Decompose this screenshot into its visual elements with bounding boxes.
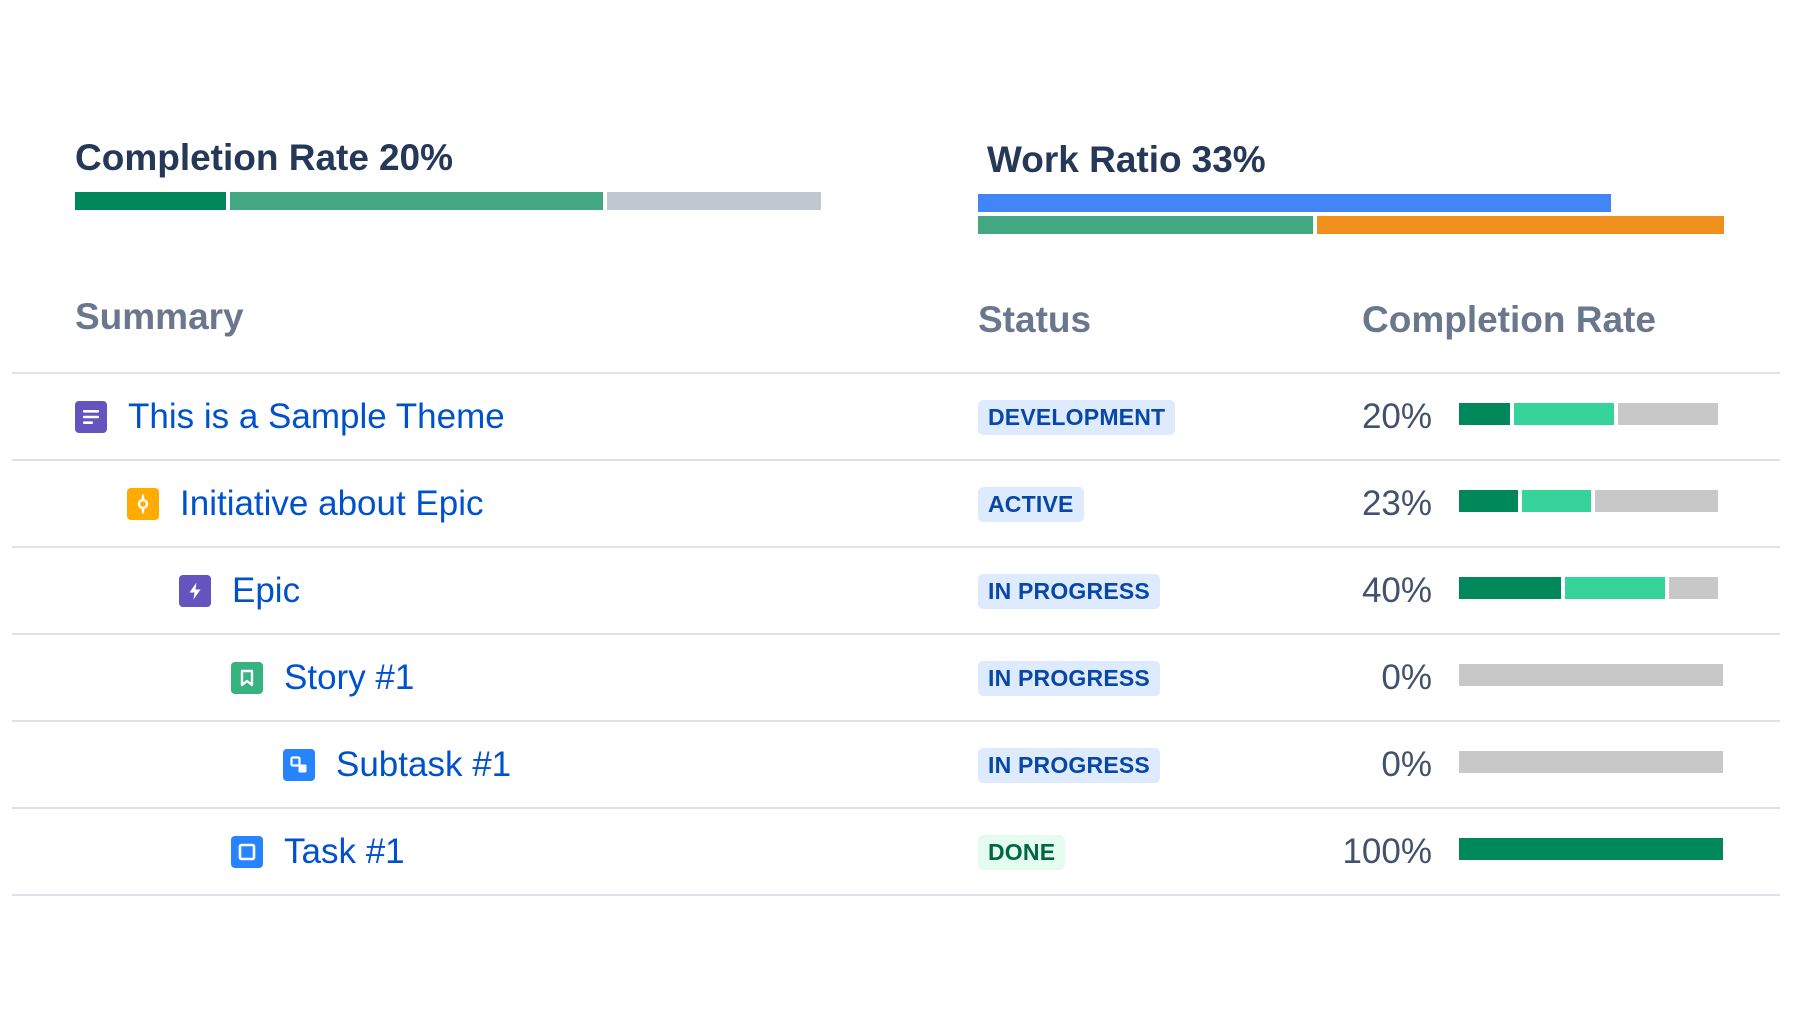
- column-header-status[interactable]: Status: [978, 299, 1092, 340]
- work-ratio-bar-blue: [978, 194, 1724, 212]
- task-icon: [231, 835, 263, 868]
- completion-rate-bar: [1459, 577, 1723, 599]
- table-row[interactable]: Epic IN PROGRESS 40%: [0, 547, 1796, 634]
- work-ratio-value: 33%: [1191, 139, 1266, 180]
- work-ratio-bar-split-segment-1: [1317, 216, 1724, 234]
- initiative-icon: [127, 487, 159, 520]
- table-row[interactable]: Task #1 DONE 100%: [0, 808, 1796, 895]
- row-completion-bar-segment-0: [1459, 403, 1511, 425]
- status-badge: IN PROGRESS: [978, 661, 1160, 696]
- row-completion-bar-segment-0: [1459, 664, 1723, 686]
- completion-rate-bar: [1459, 838, 1723, 860]
- table-row[interactable]: Story #1 IN PROGRESS 0%: [0, 634, 1796, 721]
- row-completion-bar-segment-1: [1514, 403, 1615, 425]
- issue-summary-cell: Story #1: [231, 634, 414, 721]
- theme-icon: [75, 400, 107, 433]
- work-ratio-title: Work Ratio 33%: [987, 138, 1266, 182]
- row-completion-bar-segment-2: [1594, 490, 1718, 512]
- column-header-summary[interactable]: Summary: [75, 296, 244, 337]
- completion-rate-summary: Completion Rate 20%: [75, 136, 453, 180]
- work-ratio-label: Work Ratio: [987, 139, 1182, 180]
- table-row[interactable]: This is a Sample Theme DEVELOPMENT 20%: [0, 373, 1796, 460]
- completion-rate-value: 0%: [1381, 658, 1432, 697]
- row-completion-bar-segment-0: [1459, 577, 1562, 599]
- row-completion-bar-segment-0: [1459, 838, 1723, 860]
- completion-rate-value: 23%: [1361, 484, 1432, 523]
- completion-rate-title: Completion Rate 20%: [75, 136, 453, 180]
- issue-summary-cell: Task #1: [231, 808, 405, 895]
- completion-rate-value: 0%: [1381, 745, 1432, 784]
- subtask-icon: [283, 748, 315, 781]
- row-completion-bar-segment-1: [1521, 490, 1591, 512]
- completion-rate-bar: [1459, 403, 1723, 425]
- completion-rate-bar: [75, 192, 821, 210]
- completion-rate-value: 40%: [1361, 571, 1432, 610]
- issue-title-link[interactable]: Epic: [232, 570, 301, 610]
- table-row[interactable]: Initiative about Epic ACTIVE 23%: [0, 460, 1796, 547]
- row-divider: [12, 807, 1780, 809]
- completion-rate-bar-segment-2: [606, 192, 821, 210]
- completion-rate-bar-segment-0: [75, 192, 226, 210]
- row-completion-bar-segment-2: [1618, 403, 1718, 425]
- issue-summary-cell: Epic: [179, 547, 300, 634]
- status-badge: IN PROGRESS: [978, 748, 1160, 783]
- column-header-completion-rate[interactable]: Completion Rate: [1362, 299, 1656, 340]
- table-row[interactable]: Subtask #1 IN PROGRESS 0%: [0, 721, 1796, 808]
- completion-rate-bar: [1459, 490, 1723, 512]
- work-ratio-bar-split: [978, 216, 1724, 234]
- row-completion-bar-segment-2: [1669, 577, 1718, 599]
- completion-rate-value: 100%: [1342, 832, 1432, 871]
- status-badge: IN PROGRESS: [978, 574, 1160, 609]
- completion-rate-bar: [1459, 751, 1723, 773]
- row-divider: [12, 720, 1780, 722]
- status-badge: DONE: [978, 835, 1066, 870]
- completion-rate-value: 20%: [378, 137, 454, 178]
- row-completion-bar-segment-0: [1459, 751, 1723, 773]
- epic-icon: [179, 574, 211, 607]
- row-divider: [12, 894, 1780, 896]
- issue-title-link[interactable]: Initiative about Epic: [180, 483, 484, 523]
- row-divider: [12, 459, 1780, 461]
- row-divider: [12, 372, 1780, 374]
- issue-title-link[interactable]: This is a Sample Theme: [128, 396, 505, 436]
- status-badge: DEVELOPMENT: [978, 400, 1176, 435]
- completion-rate-bar-segment-1: [229, 192, 603, 210]
- completion-rate-label: Completion Rate: [75, 137, 369, 178]
- work-ratio-bar-split-segment-0: [978, 216, 1314, 234]
- row-completion-bar-segment-0: [1459, 490, 1518, 512]
- story-icon: [231, 661, 263, 694]
- row-completion-bar-segment-1: [1565, 577, 1666, 599]
- row-divider: [12, 633, 1780, 635]
- row-divider: [12, 546, 1780, 548]
- completion-rate-value: 20%: [1361, 397, 1432, 436]
- work-ratio-bar-blue-segment-0: [978, 194, 1612, 212]
- issue-title-link[interactable]: Subtask #1: [336, 744, 512, 784]
- work-ratio-summary: Work Ratio 33%: [987, 138, 1266, 182]
- issue-summary-cell: Subtask #1: [283, 721, 511, 808]
- issue-title-link[interactable]: Task #1: [284, 831, 405, 871]
- issue-summary-cell: Initiative about Epic: [127, 460, 484, 547]
- status-badge: ACTIVE: [978, 487, 1084, 522]
- issue-summary-cell: This is a Sample Theme: [75, 373, 505, 460]
- completion-rate-bar: [1459, 664, 1723, 686]
- issue-title-link[interactable]: Story #1: [284, 657, 415, 697]
